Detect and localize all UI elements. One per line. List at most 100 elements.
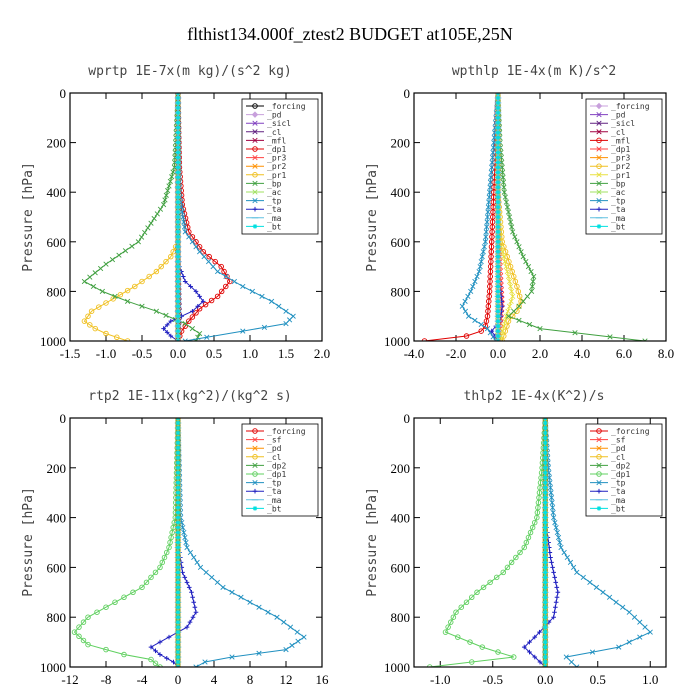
data-point (495, 254, 501, 259)
data-point (182, 279, 188, 284)
legend-marker (596, 180, 602, 187)
data-point (109, 257, 116, 263)
data-point (495, 294, 501, 299)
legend-marker (596, 172, 602, 178)
data-point (96, 304, 102, 310)
plot-area (81, 93, 296, 341)
data-point (175, 540, 181, 545)
data-point (175, 269, 181, 274)
data-point (175, 115, 181, 121)
data-point (220, 584, 226, 590)
legend-marker (596, 479, 602, 486)
x-tick-label: 0.5 (590, 672, 606, 687)
data-point (187, 619, 193, 625)
data-point (175, 130, 181, 135)
data-point (490, 149, 496, 156)
data-point (175, 445, 181, 451)
data-point (152, 569, 159, 576)
data-point (283, 646, 289, 653)
data-point (175, 294, 181, 299)
data-point (160, 201, 167, 208)
legend-label: _pr2 (611, 162, 630, 171)
data-point (486, 194, 492, 200)
data-point (521, 544, 528, 551)
series-ta (148, 418, 199, 667)
data-point (553, 599, 559, 605)
data-point (212, 258, 218, 265)
data-point (495, 289, 501, 294)
data-point (163, 192, 169, 198)
data-point (112, 293, 118, 299)
data-point (495, 189, 501, 195)
x-tick-label: 2.0 (532, 346, 548, 361)
data-point (495, 333, 501, 339)
data-point (499, 164, 505, 171)
legend-label: _forcing (611, 102, 650, 111)
legend-label: _ta (267, 205, 282, 214)
data-point (521, 644, 527, 650)
data-point (505, 318, 512, 324)
data-point (175, 328, 181, 334)
data-point (287, 624, 294, 630)
data-point (483, 318, 490, 324)
data-point (488, 174, 494, 180)
panel-wprtp: wprtp 1E-7x(m kg)/(s^2 kg) Pressure [hPa… (21, 64, 292, 272)
legend-marker (596, 120, 602, 126)
data-point (186, 318, 192, 324)
data-point (546, 475, 553, 481)
data-point (181, 219, 187, 225)
data-point (509, 224, 515, 230)
data-point (542, 500, 548, 505)
legend-marker (252, 129, 258, 135)
legend-label: _mfl (611, 136, 630, 145)
data-point (551, 614, 556, 620)
legend-marker (252, 189, 258, 195)
data-point (463, 599, 470, 606)
x-tick-label: 0 (175, 672, 182, 687)
data-point (148, 574, 154, 581)
data-point (453, 609, 459, 615)
x-tick-label: 2.0 (314, 346, 330, 361)
y-tick-label: 1000 (40, 334, 66, 349)
data-point (167, 539, 173, 546)
data-point (157, 206, 164, 212)
data-point (97, 265, 104, 272)
y-tick-label: 600 (47, 235, 67, 250)
data-point (193, 310, 199, 316)
data-point (175, 229, 181, 235)
data-point (542, 445, 548, 451)
data-point (574, 664, 580, 667)
data-point (169, 529, 175, 536)
legend-label: _dp1 (267, 470, 286, 479)
data-point (486, 199, 492, 205)
data-point (542, 654, 548, 660)
data-point (193, 609, 199, 615)
data-point (527, 649, 532, 655)
legend-label: _pr1 (611, 171, 630, 180)
data-point (520, 298, 526, 304)
data-point (495, 328, 501, 334)
legend-marker (596, 506, 602, 511)
legend-marker (252, 180, 258, 187)
data-point (495, 229, 501, 235)
data-point (175, 224, 181, 230)
data-point (157, 564, 163, 571)
x-tick-label: 0.0 (490, 346, 506, 361)
data-point (512, 234, 518, 240)
data-point (500, 169, 506, 175)
data-point (175, 485, 181, 491)
data-point (528, 288, 535, 295)
data-point (186, 229, 192, 235)
data-point (175, 100, 181, 106)
data-point (549, 505, 556, 511)
data-point (469, 594, 475, 601)
data-point (276, 303, 282, 309)
data-point (189, 590, 194, 595)
data-point (151, 215, 157, 222)
data-point (553, 524, 559, 531)
data-point (175, 244, 181, 250)
data-point (495, 160, 501, 165)
data-point (580, 574, 586, 580)
data-point (175, 110, 181, 116)
x-tick-label: 4 (211, 672, 218, 687)
